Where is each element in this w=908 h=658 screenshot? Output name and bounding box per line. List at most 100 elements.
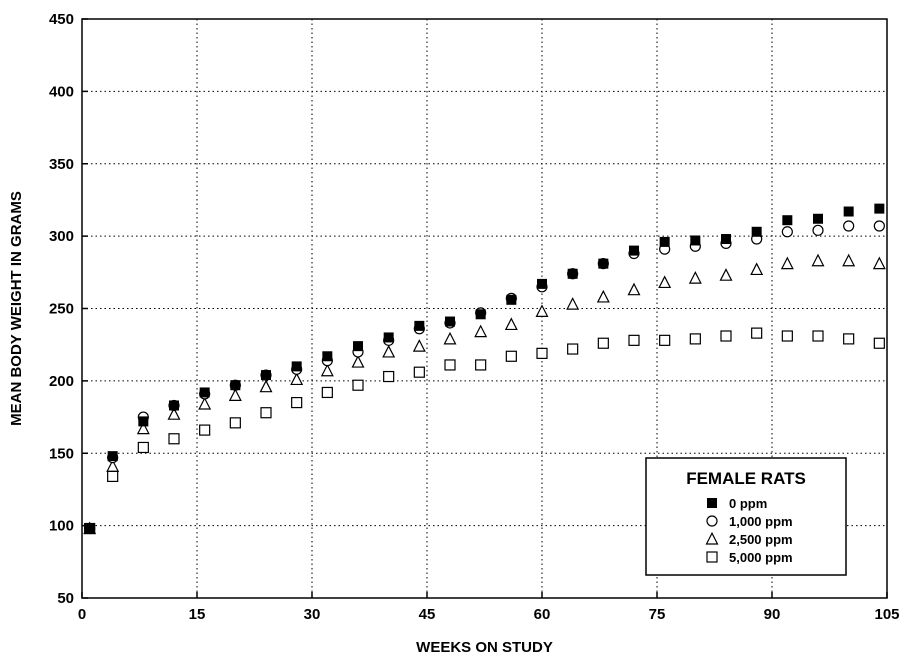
data-point — [198, 396, 212, 410]
x-axis-title: WEEKS ON STUDY — [416, 639, 553, 656]
data-point — [811, 253, 825, 267]
x-tick-label: 75 — [649, 606, 666, 623]
legend-box — [645, 457, 847, 576]
data-point — [321, 386, 333, 399]
data-points — [83, 203, 886, 535]
data-point — [383, 370, 395, 383]
data-point — [719, 268, 733, 281]
data-point — [537, 278, 547, 289]
data-point — [137, 441, 149, 454]
y-tick-label: 300 — [49, 228, 74, 245]
data-point — [598, 258, 609, 269]
data-point — [352, 379, 364, 391]
data-point — [383, 332, 394, 343]
data-point — [291, 396, 303, 409]
series-filled-square — [84, 203, 885, 534]
data-point — [169, 400, 179, 411]
data-point — [627, 282, 641, 296]
data-point — [720, 330, 732, 342]
data-point — [781, 330, 793, 342]
data-point — [412, 339, 426, 352]
data-point — [567, 343, 579, 355]
data-point — [291, 361, 302, 372]
data-point — [136, 421, 150, 435]
data-point — [843, 220, 855, 232]
legend-label: 2,500 ppm — [729, 532, 793, 547]
data-point — [228, 388, 242, 401]
data-point — [138, 416, 149, 427]
y-tick-label: 150 — [49, 445, 74, 462]
x-tick-label: 0 — [78, 606, 86, 623]
data-point — [351, 354, 365, 368]
data-point — [353, 341, 363, 352]
data-point — [474, 324, 488, 338]
series-open-square — [84, 327, 885, 535]
data-point — [199, 387, 210, 398]
data-point — [566, 297, 580, 310]
x-tick-label: 90 — [764, 606, 781, 623]
y-tick-label: 100 — [49, 518, 74, 535]
data-point — [688, 271, 702, 284]
legend-item: 2,500 ppm — [705, 531, 793, 547]
data-point — [535, 304, 549, 317]
legend-label: 5,000 ppm — [729, 550, 793, 565]
legend-title: FEMALE RATS — [686, 469, 806, 488]
data-point — [475, 309, 486, 320]
x-tick-label: 30 — [304, 606, 321, 623]
data-point — [260, 407, 272, 419]
x-tick-labels: 0 15 30 45 60 75 90 105 — [78, 606, 900, 623]
data-point — [658, 275, 672, 289]
y-tick-label: 450 — [49, 11, 74, 28]
legend-item: 1,000 ppm — [706, 514, 793, 529]
x-tick-label: 60 — [534, 606, 551, 623]
data-point — [872, 256, 886, 270]
y-tick-label: 50 — [57, 590, 74, 607]
legend-label: 0 ppm — [729, 496, 767, 511]
data-point — [199, 424, 211, 436]
data-point — [596, 289, 610, 303]
y-tick-label: 400 — [49, 83, 74, 100]
data-point — [504, 317, 518, 331]
data-point — [812, 224, 824, 236]
data-point — [167, 407, 181, 420]
x-tick-label: 45 — [419, 606, 436, 623]
data-point — [259, 379, 273, 393]
x-tick-label: 15 — [189, 606, 206, 623]
y-axis-title: MEAN BODY WEIGHT IN GRAMS — [8, 191, 25, 426]
data-point — [320, 363, 334, 377]
legend-items: 0 ppm 1,000 ppm 2,500 ppm 5,000 ppm — [705, 496, 793, 565]
data-point — [721, 234, 731, 245]
data-point — [812, 330, 824, 342]
legend-marker — [707, 498, 717, 508]
data-point — [414, 320, 425, 331]
data-point — [107, 451, 118, 462]
data-point — [505, 350, 517, 362]
data-point — [84, 523, 95, 534]
data-point — [443, 331, 457, 345]
data-point — [413, 366, 425, 378]
data-point — [567, 268, 578, 279]
data-point — [781, 226, 793, 238]
data-point — [843, 333, 855, 345]
data-point — [843, 206, 854, 217]
data-point — [261, 370, 271, 381]
y-tick-label: 250 — [49, 301, 74, 318]
y-tick-label: 350 — [49, 156, 74, 173]
data-point — [842, 253, 856, 267]
data-point — [659, 236, 670, 247]
data-point — [106, 459, 120, 472]
data-point — [628, 334, 640, 346]
data-point — [382, 344, 396, 358]
data-point — [290, 372, 304, 386]
plot-frame — [81, 18, 888, 599]
data-point — [751, 327, 763, 339]
data-point — [813, 213, 823, 224]
data-point — [873, 337, 885, 349]
legend-item: 0 ppm — [707, 496, 767, 511]
data-point — [229, 417, 241, 429]
data-point — [689, 333, 701, 345]
data-point — [597, 337, 609, 349]
legend-marker — [706, 515, 718, 527]
data-point — [322, 351, 333, 362]
